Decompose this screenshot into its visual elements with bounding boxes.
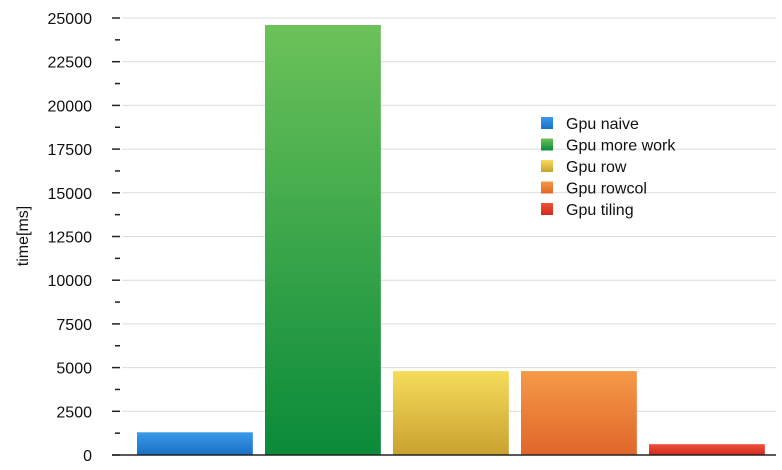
bar-gpu-row xyxy=(393,371,509,455)
legend-swatch xyxy=(541,138,553,151)
y-tick-label: 7500 xyxy=(56,317,92,334)
legend-label: Gpu row xyxy=(566,159,627,176)
bar-gpu-naive xyxy=(137,432,253,455)
legend-swatch xyxy=(541,117,553,129)
legend-swatch xyxy=(541,160,553,172)
y-tick-label: 17500 xyxy=(48,142,93,159)
y-tick-label: 22500 xyxy=(48,55,93,72)
y-tick-label: 15000 xyxy=(48,186,93,203)
bar-gpu-rowcol xyxy=(521,371,637,455)
grid-lines xyxy=(122,17,776,412)
bars xyxy=(137,24,765,455)
legend-label: Gpu rowcol xyxy=(566,181,647,198)
y-tick-label: 0 xyxy=(83,448,92,465)
y-tick-label: 12500 xyxy=(48,230,93,247)
legend-swatch xyxy=(541,203,553,215)
y-axis-ticks: 0 2500 5000 7500 10000 12500 15000 17500 20000 22… xyxy=(48,11,120,465)
legend-label: Gpu more work xyxy=(566,138,676,155)
y-tick-label: 25000 xyxy=(48,11,93,28)
y-tick-label: 20000 xyxy=(48,98,93,115)
y-tick-label: 2500 xyxy=(56,404,92,421)
legend-label: Gpu naive xyxy=(566,116,639,133)
legend: Gpu naive Gpu more work Gpu row Gpu rowcol G… xyxy=(541,116,676,219)
legend-swatch xyxy=(541,181,553,194)
y-tick-label: 5000 xyxy=(56,361,92,378)
y-tick-label: 10000 xyxy=(48,273,93,290)
y-axis-title: time[ms] xyxy=(15,206,32,266)
bar-gpu-tiling xyxy=(649,444,765,455)
legend-label: Gpu tiling xyxy=(566,202,634,219)
bar-gpu-more-work xyxy=(265,24,381,455)
